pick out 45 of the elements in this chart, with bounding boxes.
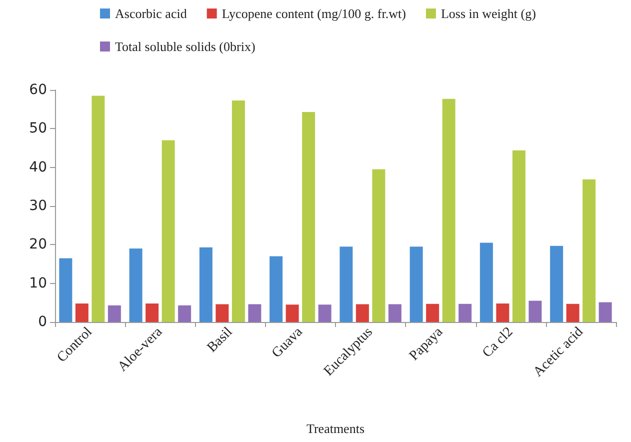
bar <box>129 248 142 322</box>
bar <box>480 242 493 322</box>
x-axis-title: Treatments <box>306 421 365 436</box>
bar <box>340 246 353 322</box>
bar <box>512 150 526 322</box>
bar <box>286 304 299 322</box>
bar <box>108 305 121 322</box>
legend-label: Ascorbic acid <box>115 6 188 21</box>
bar <box>372 169 386 322</box>
y-tick-label: 0 <box>38 314 47 330</box>
bar <box>528 300 542 322</box>
legend-label: Total soluble solids (0brix) <box>115 39 256 54</box>
bar <box>496 303 510 322</box>
y-tick-label: 60 <box>29 82 47 98</box>
bar <box>458 304 472 322</box>
bar <box>75 303 88 322</box>
bar <box>270 256 283 322</box>
bar <box>566 304 580 322</box>
bar <box>410 246 423 322</box>
legend-label: Lycopene content (mg/100 g. fr.wt) <box>222 6 406 21</box>
bar <box>302 112 316 322</box>
y-tick-label: 10 <box>29 275 47 292</box>
bar <box>92 96 105 322</box>
bar <box>146 303 159 322</box>
bar <box>248 304 262 322</box>
bar <box>598 302 612 322</box>
bar <box>426 304 440 322</box>
bar <box>388 304 402 322</box>
bar <box>59 258 72 322</box>
bar <box>216 304 229 322</box>
y-tick-label: 40 <box>29 159 47 176</box>
y-tick-label: 30 <box>29 198 47 214</box>
y-tick-label: 50 <box>29 120 47 137</box>
bar <box>442 98 456 322</box>
bar <box>199 247 212 322</box>
bar <box>232 100 245 322</box>
y-tick-label: 20 <box>29 236 47 253</box>
bar <box>550 246 564 322</box>
bar <box>582 179 596 322</box>
bar <box>162 140 175 322</box>
x-tick-label: Ca cl2 <box>480 324 516 361</box>
legend-label: Loss in weight (g) <box>440 6 536 21</box>
bar <box>356 304 369 322</box>
bar <box>178 305 192 322</box>
bar <box>318 304 332 322</box>
